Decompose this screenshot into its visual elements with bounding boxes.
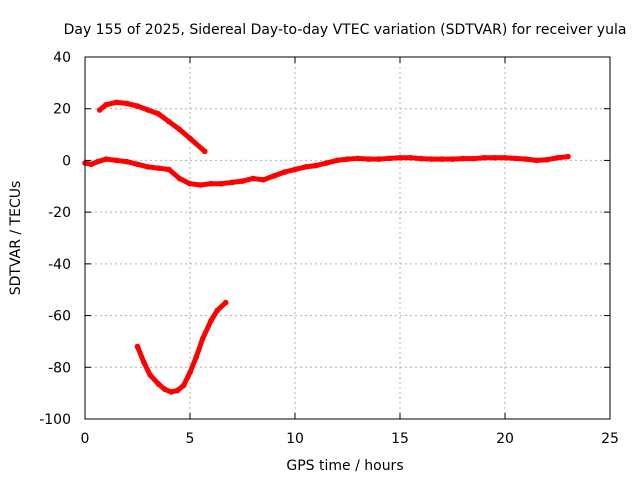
data-point [199,336,206,342]
axis-ticks [84,56,611,420]
data-point [239,178,246,184]
data-point [141,359,147,365]
x-tick-label: 25 [601,431,619,447]
data-point [180,382,187,389]
data-point [355,155,361,162]
data-point [147,372,153,378]
data-point [292,166,298,173]
data-point [470,155,477,162]
data-point [302,164,309,170]
data-point [376,156,382,162]
data-point [168,389,174,395]
data-point [449,156,456,162]
data-point [103,102,109,108]
data-point [439,156,445,162]
data-point [197,182,204,188]
x-tick-label: 10 [286,431,304,447]
data-point [176,126,183,133]
data-point [103,156,109,162]
data-point [323,160,330,166]
data-point [145,107,151,113]
data-point [94,158,101,165]
y-tick-label: -80 [48,360,71,376]
data-point [229,179,235,186]
x-axis-label: GPS time / hours [286,458,403,474]
data-point [96,107,103,113]
data-point [208,180,214,187]
data-point [544,156,550,163]
y-tick-label: -60 [48,309,71,325]
data-point [124,100,130,107]
data-point [214,307,221,314]
data-point [155,381,162,387]
data-point [155,111,162,117]
data-point [271,173,277,179]
data-point [193,354,200,360]
data-point [533,157,540,164]
data-point [88,161,95,168]
y-tick-label: -40 [48,257,71,273]
data-point [124,158,130,165]
x-tick-labels: 0 5 10 15 20 25 [81,431,619,447]
data-point [134,161,141,168]
data-point [134,103,141,109]
data-point [187,369,193,376]
series-layer [82,99,571,395]
x-tick-label: 15 [391,431,409,447]
data-point [407,155,414,161]
x-tick-label: 5 [186,431,195,447]
data-point [162,386,168,393]
x-tick-label: 20 [496,431,514,447]
data-point [365,156,372,162]
data-point [113,157,120,164]
data-point [222,299,229,306]
data-point [174,387,181,394]
data-point [491,155,498,161]
data-point [208,317,214,324]
data-point [155,165,162,171]
data-point [313,162,319,169]
data-point [281,169,288,175]
data-point [166,166,172,173]
data-point [523,156,529,162]
data-point [481,155,487,161]
y-tick-label: 20 [53,102,71,118]
y-tick-label: -100 [39,412,71,428]
data-point [386,155,393,162]
y-tick-label: 0 [62,153,71,169]
data-point [428,156,435,162]
data-point [418,155,424,162]
data-point [397,155,403,161]
data-point [218,180,225,187]
data-point [502,155,508,161]
data-point [201,148,208,155]
data-point [145,164,151,170]
y-tick-label: -20 [48,205,71,221]
data-point [460,155,466,162]
data-point [250,175,256,182]
series-line-arc-upper [97,99,208,154]
data-point [113,99,120,106]
data-point [260,177,267,183]
data-point [176,175,183,182]
y-tick-label: 40 [53,50,71,66]
data-point [334,157,340,164]
y-tick-labels: -100 -80 -60 -40 -20 0 20 40 [39,50,71,428]
plot-frame [84,56,611,420]
data-point [166,118,172,125]
data-point [187,135,193,142]
gridlines [85,57,610,419]
data-point [554,155,561,161]
chart-title: Day 155 of 2025, Sidereal Day-to-day VTE… [64,22,627,38]
data-point [512,155,519,162]
data-point [344,156,351,162]
data-point [565,153,571,160]
x-tick-label: 0 [81,431,90,447]
data-point [187,180,193,187]
data-point [134,343,141,350]
y-axis-label: SDTVAR / TECUs [8,181,24,296]
